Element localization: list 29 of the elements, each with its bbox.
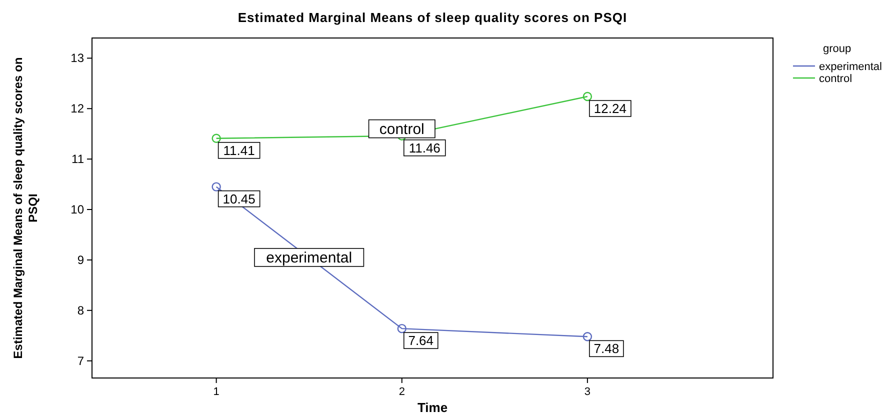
y-tick-label: 7 — [77, 354, 84, 368]
data-label: 12.24 — [594, 101, 626, 116]
chart-title: Estimated Marginal Means of sleep quality scores on PSQI — [238, 10, 628, 25]
point — [582, 332, 592, 342]
legend-label: control — [819, 73, 852, 85]
point — [212, 182, 221, 192]
y-tick-label: 9 — [77, 252, 84, 267]
point — [397, 324, 406, 334]
point — [212, 134, 221, 143]
x-tick-label: 2 — [398, 386, 405, 398]
data-label: 7.64 — [408, 333, 434, 348]
y-tick-label: 11 — [72, 152, 84, 166]
y-tick-label: 8 — [77, 303, 84, 318]
x-tick-label: 3 — [584, 386, 591, 398]
point — [582, 92, 592, 102]
x-tick-label: 1 — [213, 386, 220, 398]
legend-title: group — [823, 43, 852, 55]
data-label: 11.41 — [223, 142, 255, 158]
y-axis-title: Estimated Marginal Means of sleep quality scores on PSQI — [11, 57, 40, 359]
legend-label: experimental — [819, 61, 882, 73]
data-label: 7.48 — [594, 341, 620, 356]
y-tick-label: 13 — [70, 51, 84, 66]
annotation: control — [379, 120, 424, 138]
y-tick-label: 10 — [70, 202, 84, 217]
x-axis-title: Time — [417, 400, 448, 414]
annotation: experimental — [266, 249, 352, 266]
data-label: 10.45 — [222, 191, 256, 206]
data-label: 11.46 — [408, 140, 440, 156]
y-tick-label: 12 — [70, 102, 84, 116]
